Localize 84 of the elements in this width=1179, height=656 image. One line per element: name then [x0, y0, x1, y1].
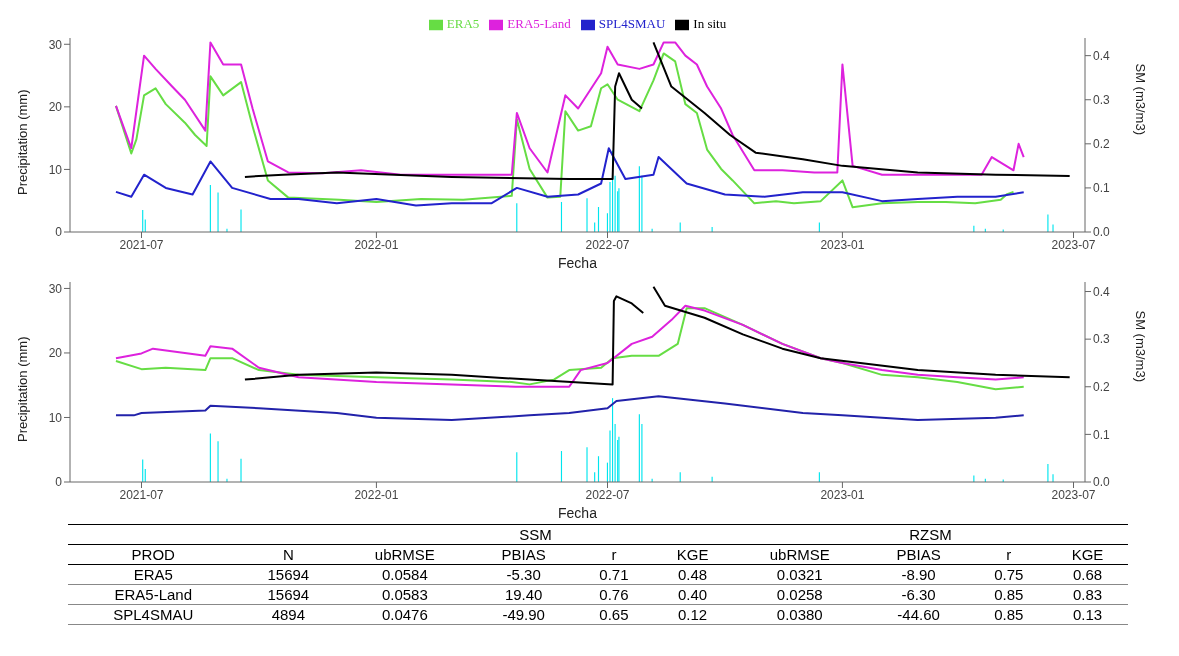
category-label: PBIAS [500, 545, 547, 565]
text: 0.75 [994, 566, 1024, 583]
text: 0.85 [994, 586, 1024, 603]
y-axis-title: Precipitation (mm) [14, 336, 30, 442]
text: SSM [518, 525, 553, 545]
legend-label: In situ [693, 16, 727, 31]
text: ERA5-Land [114, 586, 193, 603]
y-tick-label: 0 [55, 225, 63, 240]
category-label: ubRMSE [373, 545, 436, 565]
x-tick-label: 2023-07 [1051, 487, 1096, 502]
category-label: ubRMSE [768, 545, 831, 565]
legend-label: ERA5-Land [507, 16, 571, 31]
line-series [114, 41, 1025, 176]
x-tick-label: 2021-07 [119, 487, 164, 502]
text: -5.30 [506, 566, 541, 583]
text: 0.0584 [381, 566, 428, 583]
category-label: KGE [675, 545, 710, 565]
x-tick-label: 2023-01 [820, 487, 865, 502]
x-tick-label: 2022-07 [585, 237, 630, 252]
text: 0.0583 [381, 586, 428, 603]
x-tick-label: 2023-01 [820, 237, 865, 252]
x-tick-label: 2021-07 [119, 237, 164, 252]
y2-tick-label: 0.2 [1093, 380, 1111, 395]
text: 0.0258 [776, 586, 823, 603]
category-label: N [281, 545, 295, 565]
y2-tick-label: 0.2 [1093, 137, 1111, 152]
text: 0.40 [677, 586, 708, 603]
category-label: PROD [130, 545, 176, 565]
text: 19.40 [504, 586, 543, 603]
text: SPL4SMAU [113, 606, 194, 623]
y-tick-label: 0 [55, 475, 63, 490]
text: -49.90 [502, 606, 545, 623]
text: 15694 [267, 566, 310, 583]
text: 0.71 [599, 566, 629, 583]
y-tick-label: 30 [48, 281, 63, 296]
line-series [114, 395, 1025, 422]
category-label: r [610, 545, 618, 565]
text: -44.60 [897, 606, 940, 623]
y-tick-label: 10 [48, 410, 63, 425]
category-label: PBIAS [895, 545, 942, 565]
text: 0.48 [677, 566, 708, 583]
category-label: KGE [1070, 545, 1105, 565]
x-tick-label: 2022-01 [354, 237, 399, 252]
y-tick-label: 30 [48, 37, 63, 52]
text: -6.30 [901, 586, 936, 603]
text: 15694 [267, 586, 310, 603]
text: 0.12 [677, 606, 708, 623]
text: 0.13 [1072, 606, 1103, 623]
text: 0.65 [599, 606, 629, 623]
text: 0.85 [994, 606, 1024, 623]
text: 0.76 [599, 586, 629, 603]
text: 0.68 [1072, 566, 1103, 583]
y2-axis-title: SM (m3/m3) [1133, 310, 1149, 382]
y2-tick-label: 0.4 [1093, 48, 1111, 63]
text: RZSM [908, 525, 953, 545]
line-series [114, 52, 1015, 209]
text: -8.90 [901, 566, 936, 583]
legend-label: SPL4SMAU [598, 16, 666, 31]
y2-tick-label: 0.3 [1093, 332, 1111, 347]
text: 0.0380 [776, 606, 823, 623]
y-tick-label: 20 [48, 100, 63, 115]
x-tick-label: 2022-01 [354, 487, 399, 502]
y2-axis-title: SM (m3/m3) [1133, 63, 1149, 136]
line-series [114, 147, 1025, 207]
x-tick-label: 2023-07 [1051, 237, 1096, 252]
y2-tick-label: 0.1 [1093, 181, 1111, 196]
y2-tick-label: 0.0 [1093, 225, 1111, 240]
y2-tick-label: 0.3 [1093, 93, 1111, 107]
x-tick-label: 2022-07 [585, 487, 630, 502]
x-axis-title: Fecha [558, 255, 598, 271]
text: ERA5 [133, 566, 173, 583]
text: 4894 [271, 606, 306, 623]
text: 0.0321 [776, 566, 823, 583]
y-axis-title: Precipitation (mm) [14, 89, 30, 196]
y2-tick-label: 0.1 [1093, 427, 1111, 442]
y-tick-label: 20 [48, 346, 63, 361]
text: 0.83 [1072, 586, 1103, 603]
y2-tick-label: 0.0 [1093, 475, 1111, 490]
legend-label: ERA5 [446, 16, 480, 31]
y-tick-label: 10 [48, 162, 63, 177]
x-axis-title: Fecha [558, 505, 598, 521]
text: 0.0476 [381, 606, 428, 623]
y2-tick-label: 0.4 [1093, 284, 1111, 299]
category-label: r [1005, 545, 1013, 565]
